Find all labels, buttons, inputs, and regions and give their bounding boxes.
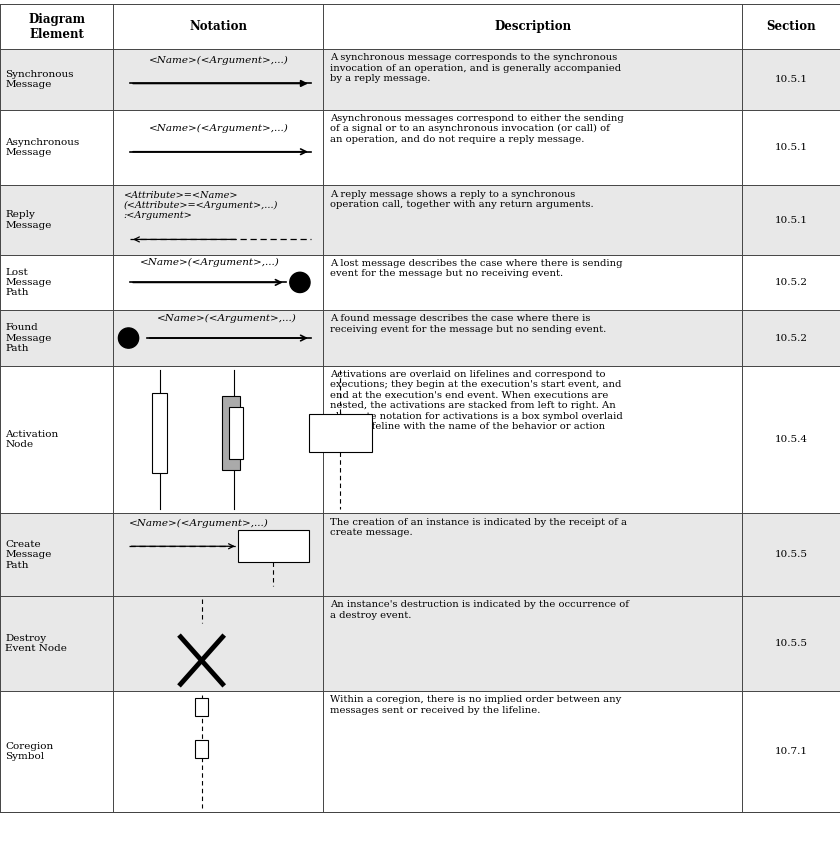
Text: A reply message shows a reply to a synchronous
operation call, together with any: A reply message shows a reply to a synch…: [330, 190, 594, 209]
Text: 10.5.1: 10.5.1: [774, 143, 807, 152]
Text: Asynchronous messages correspond to either the sending
of a signal or to an asyn: Asynchronous messages correspond to eith…: [330, 114, 624, 144]
Text: Reply
Message: Reply Message: [5, 210, 51, 230]
Text: <Name>(<Argument>,...): <Name>(<Argument>,...): [157, 314, 297, 323]
Text: <Name>(<Argument>,...): <Name>(<Argument>,...): [140, 258, 280, 267]
Bar: [0, 110, 840, 185]
Text: 10.5.4: 10.5.4: [774, 435, 807, 444]
Bar: [0, 691, 840, 812]
Text: Within a coregion, there is no implied order between any
messages sent or receiv: Within a coregion, there is no implied o…: [330, 695, 622, 715]
Bar: [0, 185, 840, 255]
Text: A found message describes the case where there is
receiving event for the messag: A found message describes the case where…: [330, 314, 606, 334]
Text: 10.5.2: 10.5.2: [774, 334, 807, 342]
Bar: [0, 310, 840, 366]
Text: 10.5.5: 10.5.5: [774, 639, 807, 648]
Text: 10.5.1: 10.5.1: [774, 216, 807, 224]
Ellipse shape: [290, 272, 310, 293]
Text: The creation of an instance is indicated by the receipt of a
create message.: The creation of an instance is indicated…: [330, 518, 627, 537]
Text: Activations are overlaid on lifelines and correspond to
executions; they begin a: Activations are overlaid on lifelines an…: [330, 370, 623, 442]
Text: Description: Description: [494, 20, 571, 33]
Ellipse shape: [118, 328, 139, 348]
Bar: [222, 395, 240, 470]
Bar: [309, 414, 372, 452]
Text: Coregion
Symbol: Coregion Symbol: [5, 742, 53, 761]
Bar: [238, 530, 309, 562]
Text: Activation
Node: Activation Node: [5, 430, 58, 449]
Bar: [0, 513, 840, 596]
Bar: [195, 740, 208, 759]
Bar: [152, 393, 167, 473]
Text: 10.5.2: 10.5.2: [774, 278, 807, 287]
Bar: [0, 49, 840, 110]
Text: Destroy
Event Node: Destroy Event Node: [5, 634, 67, 653]
Text: <Attribute>=<Name>
(<Attribute>=<Argument>,...)
:<Argument>: <Attribute>=<Name> (<Attribute>=<Argumen…: [123, 191, 278, 221]
Text: An instance's destruction is indicated by the occurrence of
a destroy event.: An instance's destruction is indicated b…: [330, 600, 629, 620]
Bar: [0, 366, 840, 513]
Bar: [0, 255, 840, 310]
Bar: [229, 406, 243, 459]
Text: 10.5.5: 10.5.5: [774, 550, 807, 559]
Text: Notation: Notation: [189, 20, 248, 33]
Text: <Name>(<Argument>,...): <Name>(<Argument>,...): [149, 56, 288, 65]
Text: 10.5.1: 10.5.1: [774, 75, 807, 83]
Bar: [0, 596, 840, 691]
Text: Diagram
Element: Diagram Element: [29, 13, 85, 40]
Text: <Name>: <Name>: [316, 428, 365, 438]
Bar: [0, 4, 840, 49]
Text: A synchronous message corresponds to the synchronous
invocation of an operation,: A synchronous message corresponds to the…: [330, 53, 622, 83]
Text: A lost message describes the case where there is sending
event for the message b: A lost message describes the case where …: [330, 259, 622, 278]
Text: Synchronous
Message: Synchronous Message: [5, 69, 74, 89]
Text: Lost
Message
Path: Lost Message Path: [5, 267, 51, 298]
Text: Asynchronous
Message: Asynchronous Message: [5, 137, 79, 158]
Text: Section: Section: [766, 20, 816, 33]
Text: <Name>(<Argument>,...): <Name>(<Argument>,...): [149, 124, 288, 133]
Bar: [195, 697, 208, 716]
Text: <Name>(<Argument>,...): <Name>(<Argument>,...): [129, 519, 268, 529]
Text: 10.7.1: 10.7.1: [774, 747, 807, 756]
Text: Found
Message
Path: Found Message Path: [5, 323, 51, 353]
Text: Create
Message
Path: Create Message Path: [5, 540, 51, 570]
